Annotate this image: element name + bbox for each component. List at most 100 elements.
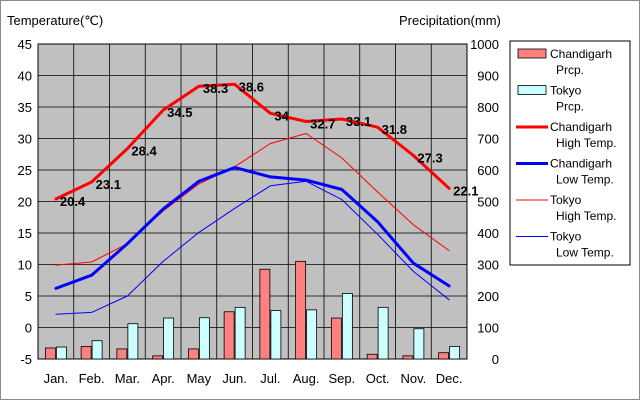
y-right-tick-label: 1000 — [470, 37, 499, 52]
bar-chandigarh-prcp-9 — [366, 353, 378, 360]
bar-tokyo-prcp-10 — [413, 328, 425, 360]
bar-tokyo-prcp-7 — [306, 309, 318, 360]
bar-chandigarh-prcp-2 — [116, 348, 128, 360]
x-tick-label: Mar. — [115, 371, 140, 386]
x-tick-label: Feb. — [79, 371, 105, 386]
high-temp-data-labels: 20.4 23.1 28.4 34.5 38.3 38.6 34 32.7 33.1 31.8 27… — [60, 79, 479, 209]
temperature-lines — [54, 82, 451, 315]
y-left-tick-label: 15 — [18, 226, 32, 241]
x-tick-label: Aug. — [293, 371, 320, 386]
legend-label-line1: Tokyo — [550, 230, 582, 244]
y-left-tick-label: 25 — [18, 163, 32, 178]
data-label-high-1: 23.1 — [96, 177, 121, 192]
x-tick-label: Apr. — [152, 371, 175, 386]
bar-chandigarh-prcp-8 — [330, 317, 342, 360]
legend-label-line1: Chandigarh — [550, 47, 612, 61]
data-label-high-4: 38.3 — [203, 81, 228, 96]
y-left-tick-label: 40 — [18, 69, 32, 84]
x-tick-label: Dec. — [436, 371, 463, 386]
bar-chandigarh-prcp-10 — [402, 355, 414, 360]
line-tokyo-high-temp — [55, 133, 450, 266]
bar-tokyo-prcp-4 — [198, 317, 210, 360]
y-right-tick-label: 100 — [477, 321, 499, 336]
y-left-tick-label: 5 — [25, 289, 32, 304]
line-chandigarh-low-temp — [54, 166, 451, 290]
legend-items: Chandigarh Prcp. Tokyo Prcp. Chandigarh High … — [516, 47, 616, 260]
y-left-tick-label: 20 — [18, 195, 32, 210]
y-left-tick-label: -5 — [20, 352, 32, 367]
x-axis-ticks: Jan. Feb. Mar. Apr. May Jun. Jul. Aug. Sep. Oct. N… — [44, 371, 463, 386]
data-label-high-6: 34 — [274, 108, 289, 123]
data-label-high-0: 20.4 — [60, 194, 86, 209]
legend-swatch-0 — [517, 48, 547, 59]
bar-chandigarh-prcp-3 — [152, 355, 164, 360]
bar-chandigarh-prcp-0 — [44, 347, 56, 360]
data-label-high-5: 38.6 — [239, 79, 264, 94]
bar-tokyo-prcp-8 — [341, 293, 353, 360]
legend-label-line2: Prcp. — [556, 100, 584, 114]
y-right-tick-label: 400 — [477, 226, 499, 241]
legend-label-line1: Chandigarh — [550, 120, 612, 134]
y-right-tick-label: 800 — [477, 100, 499, 115]
line-tokyo-low-temp — [55, 180, 450, 315]
data-label-high-8: 33.1 — [346, 114, 371, 129]
legend-label-line2: Prcp. — [556, 63, 584, 77]
legend-label-line2: Low Temp. — [556, 246, 614, 260]
bar-tokyo-prcp-2 — [127, 323, 139, 360]
y-right-tick-label: 600 — [477, 163, 499, 178]
bar-chandigarh-prcp-5 — [223, 311, 235, 360]
x-tick-label: Jul. — [260, 371, 280, 386]
bar-tokyo-prcp-9 — [377, 306, 389, 360]
y-left-tick-label: 30 — [18, 132, 32, 147]
bar-chandigarh-prcp-4 — [187, 348, 199, 360]
bar-chandigarh-prcp-6 — [259, 268, 271, 360]
data-label-high-11: 22.1 — [453, 183, 478, 198]
data-label-high-10: 27.3 — [417, 151, 442, 166]
x-tick-label: Sep. — [329, 371, 356, 386]
x-tick-label: May — [187, 371, 212, 386]
data-label-high-9: 31.8 — [382, 122, 407, 137]
legend-label-line2: High Temp. — [556, 136, 616, 150]
x-tick-label: Jun. — [222, 371, 247, 386]
legend-label-line2: Low Temp. — [556, 173, 614, 187]
data-label-high-3: 34.5 — [167, 105, 192, 120]
y-left-tick-label: 35 — [18, 100, 32, 115]
y-left-tick-label: 45 — [18, 37, 32, 52]
y-right-tick-label: 300 — [477, 258, 499, 273]
bar-tokyo-prcp-6 — [270, 310, 282, 360]
data-label-high-2: 28.4 — [131, 144, 157, 159]
y-axis-left-ticks: 45 40 35 30 25 20 15 10 5 0 -5 — [18, 37, 32, 367]
bar-tokyo-prcp-3 — [163, 317, 175, 360]
gridlines — [38, 44, 467, 359]
x-tick-label: Nov. — [400, 371, 426, 386]
bar-chandigarh-prcp-1 — [80, 345, 92, 360]
bar-tokyo-prcp-1 — [91, 340, 103, 360]
y-left-tick-label: 0 — [25, 321, 32, 336]
y-axis-right-title: Precipitation(mm) — [399, 13, 501, 28]
y-right-tick-label: 700 — [477, 132, 499, 147]
bar-tokyo-prcp-5 — [234, 306, 246, 360]
legend-label-line2: High Temp. — [556, 209, 616, 223]
legend — [509, 40, 631, 266]
x-tick-label: Jan. — [44, 371, 69, 386]
line-chandigarh-high-temp — [54, 82, 451, 201]
precipitation-bars — [44, 260, 461, 360]
data-label-high-7: 32.7 — [310, 116, 335, 131]
y-right-tick-label: 200 — [477, 289, 499, 304]
bar-chandigarh-prcp-7 — [295, 260, 307, 360]
bar-tokyo-prcp-11 — [449, 345, 461, 360]
bar-chandigarh-prcp-11 — [438, 352, 450, 360]
bar-tokyo-prcp-0 — [55, 346, 67, 360]
legend-swatch-1 — [517, 85, 547, 95]
y-right-tick-label: 0 — [492, 352, 499, 367]
y-left-tick-label: 10 — [18, 258, 32, 273]
y-right-tick-label: 500 — [477, 195, 499, 210]
x-tick-label: Oct. — [366, 371, 390, 386]
legend-label-line1: Tokyo — [550, 193, 582, 207]
legend-label-line1: Chandigarh — [550, 157, 612, 171]
y-axis-left-title: Temperature(℃) — [7, 13, 103, 28]
y-right-tick-label: 900 — [477, 69, 499, 84]
